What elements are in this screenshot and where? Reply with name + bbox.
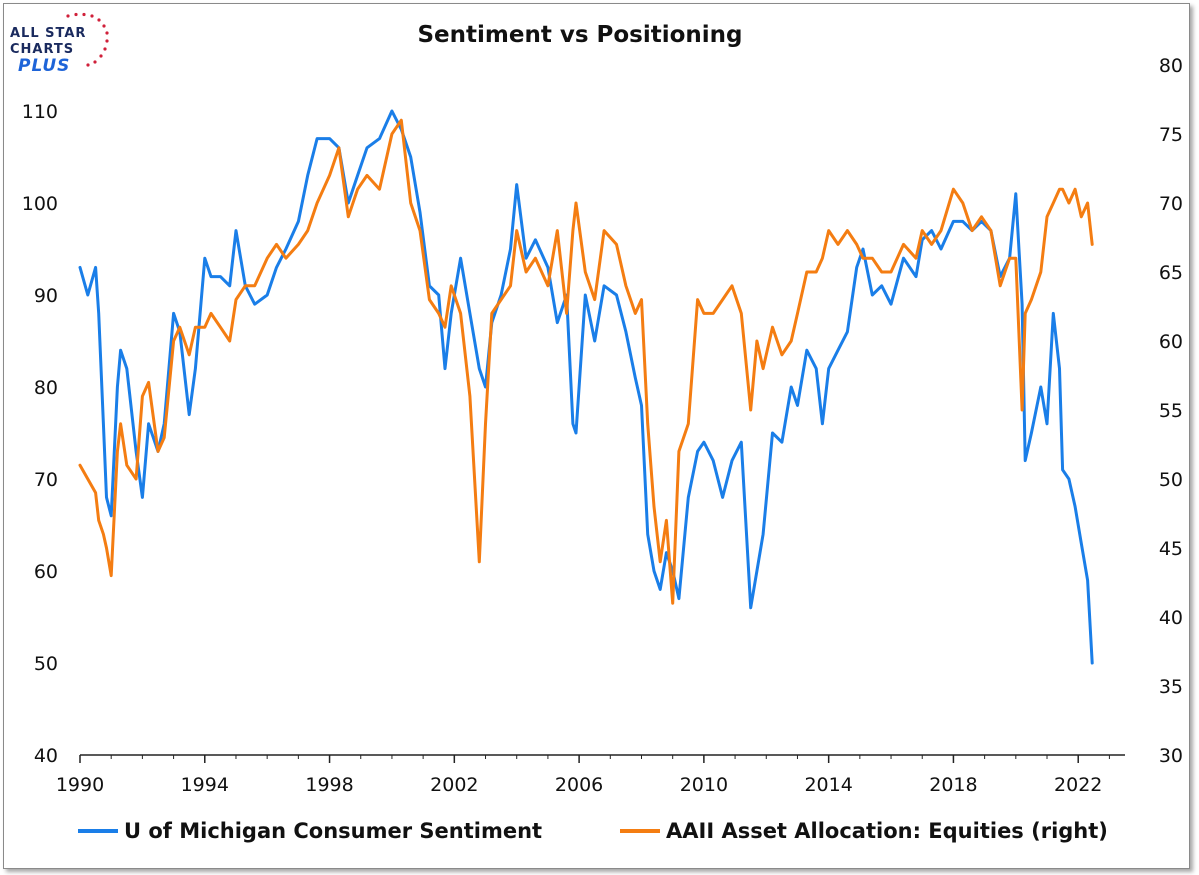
x-tick-label: 1990 [56, 774, 104, 796]
x-tick-label: 2010 [680, 774, 728, 796]
x-tick-label: 2022 [1054, 774, 1102, 796]
y-right-tick-label: 30 [1159, 745, 1183, 767]
y-right-tick-label: 35 [1159, 676, 1183, 698]
logo-line-2: CHARTS [10, 42, 75, 57]
y-right-tick-label: 55 [1159, 400, 1183, 422]
y-left-tick-label: 70 [34, 469, 58, 491]
y-left-tick-label: 40 [34, 745, 58, 767]
x-tick-label: 2014 [804, 774, 852, 796]
y-right-tick-label: 60 [1159, 331, 1183, 353]
series-line-sentiment [78, 109, 1094, 665]
x-tick-label: 2006 [555, 774, 603, 796]
logo-line-3: PLUS [18, 56, 71, 76]
all-star-charts-logo: ALL STAR CHARTS PLUS [8, 12, 116, 78]
logo-line-1: ALL STAR [10, 26, 87, 41]
chart-frame [3, 3, 1190, 869]
x-tick-label: 2002 [430, 774, 478, 796]
y-right-tick-label: 70 [1159, 193, 1183, 215]
legend-swatch-sentiment [78, 829, 118, 833]
series-line-equities [78, 118, 1094, 605]
legend-item-sentiment: U of Michigan Consumer Sentiment [78, 815, 542, 847]
y-right-tick-label: 80 [1159, 55, 1183, 77]
y-left-tick-label: 50 [34, 653, 58, 675]
legend-label-sentiment: U of Michigan Consumer Sentiment [124, 819, 543, 843]
y-right-tick-label: 75 [1159, 124, 1183, 146]
chart-title: Sentiment vs Positioning [417, 22, 743, 48]
legend-item-equities: AAII Asset Allocation: Equities (right) [620, 815, 1108, 847]
legend-label-equities: AAII Asset Allocation: Equities (right) [666, 819, 1108, 843]
y-right-tick-label: 50 [1159, 469, 1183, 491]
x-tick-label: 2018 [929, 774, 977, 796]
x-tick-label: 1994 [181, 774, 229, 796]
y-left-tick-label: 110 [22, 101, 58, 123]
x-tick-label: 1998 [305, 774, 353, 796]
y-left-tick-label: 90 [34, 285, 58, 307]
y-right-tick-label: 45 [1159, 538, 1183, 560]
logo-star-arc [66, 12, 109, 67]
y-right-tick-label: 65 [1159, 262, 1183, 284]
y-left-tick-label: 80 [34, 377, 58, 399]
y-left-tick-label: 60 [34, 561, 58, 583]
y-right-tick-label: 40 [1159, 607, 1183, 629]
legend-swatch-equities [620, 829, 660, 833]
legend: U of Michigan Consumer Sentiment AAII As… [0, 815, 1199, 847]
y-left-tick-label: 100 [22, 193, 58, 215]
